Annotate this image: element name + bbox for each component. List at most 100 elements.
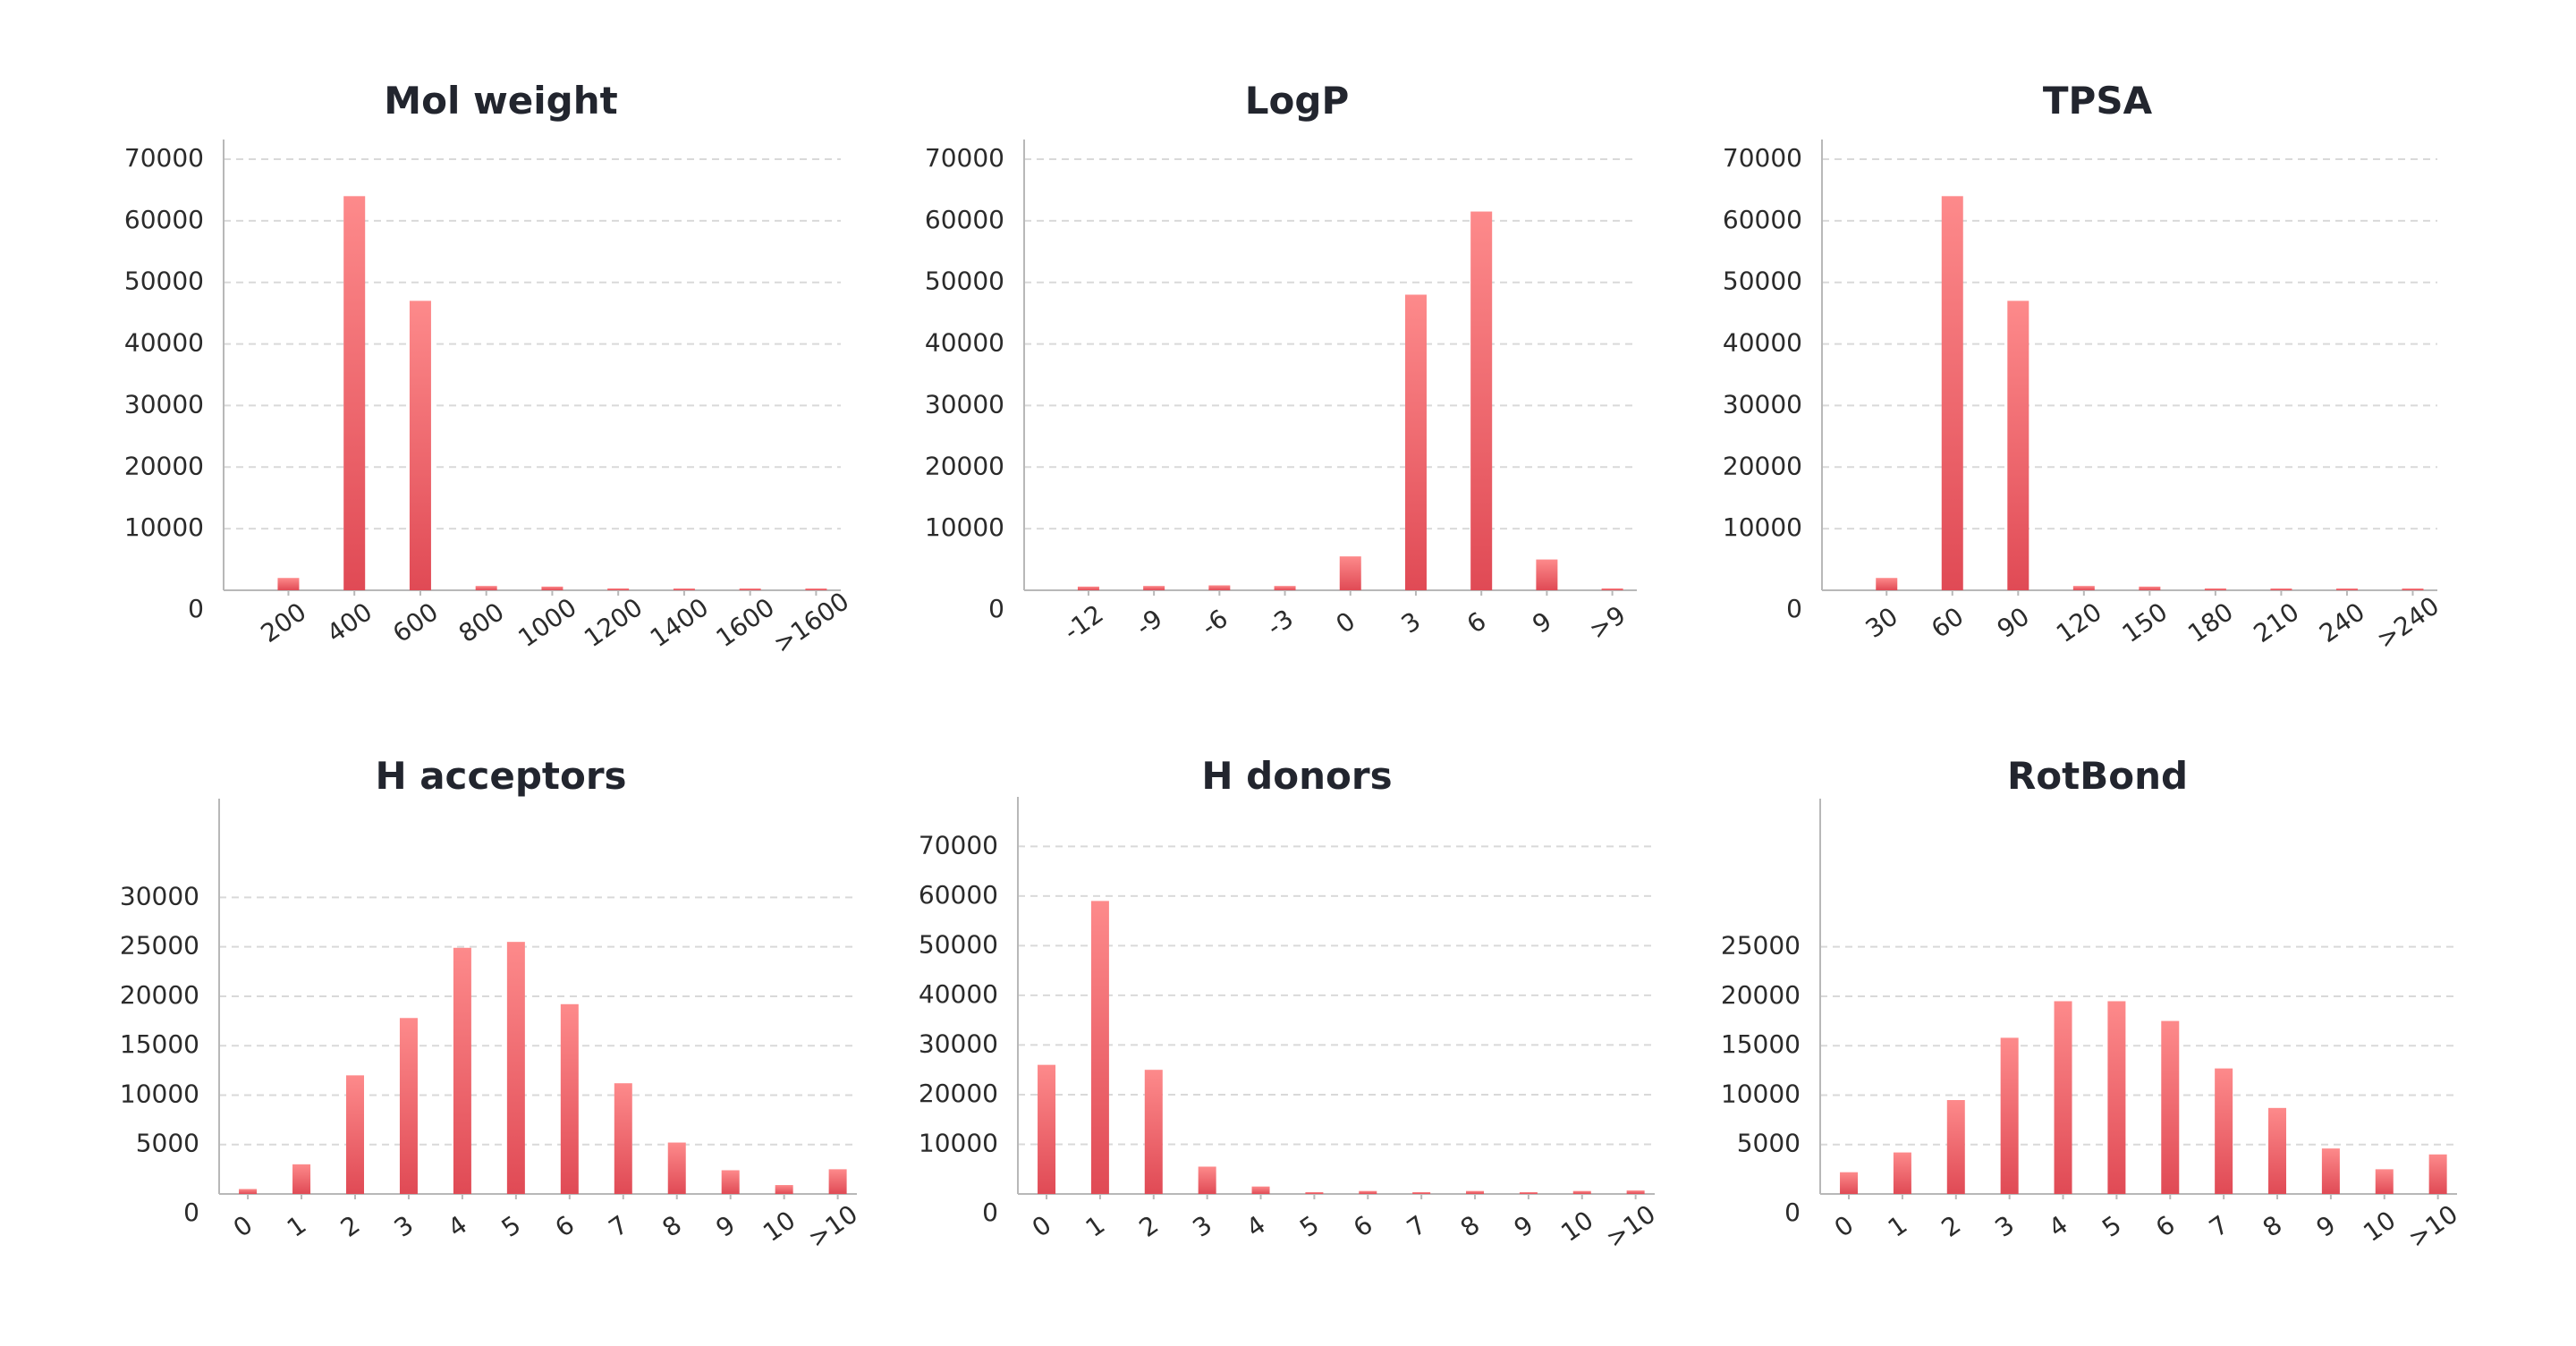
bar (292, 1164, 311, 1194)
bar (2161, 1020, 2180, 1194)
y-tick-label: 50000 (925, 267, 1004, 296)
bar (2268, 1107, 2287, 1194)
x-tick-label: 600 (387, 597, 444, 648)
bar (607, 588, 630, 590)
x-tick-label: 800 (453, 597, 510, 648)
bar (1144, 1070, 1163, 1194)
y-tick-label: 5000 (136, 1129, 199, 1158)
y-tick-label: 70000 (925, 143, 1004, 173)
x-tick-label: 1 (1080, 1210, 1111, 1243)
x-tick-label: 9 (1509, 1210, 1539, 1243)
x-tick-label: -3 (1261, 604, 1299, 642)
bar (506, 942, 525, 1194)
y-tick-label: 0 (1786, 594, 1802, 623)
x-tick-label: 8 (1455, 1210, 1486, 1243)
y-tick-label: 40000 (919, 979, 998, 1009)
chart-panel: H donors 0 10000 20000 30000 40000 50000 60000 7… (886, 702, 1708, 1346)
y-tick-label: 5000 (1737, 1129, 1801, 1158)
x-tick-label: 9 (710, 1210, 741, 1243)
x-tick-label: 4 (1241, 1210, 1271, 1243)
bar (828, 1169, 847, 1194)
x-tick-label: 2 (335, 1210, 366, 1243)
x-tick-label: 180 (2182, 597, 2239, 648)
y-tick-label: 10000 (124, 512, 204, 542)
x-tick-label: 1200 (579, 592, 648, 653)
chart-title: H acceptors (375, 754, 627, 798)
bar (1893, 1152, 1911, 1194)
y-tick-label: 40000 (1723, 328, 1802, 358)
y-tick-label: 20000 (1723, 451, 1802, 480)
x-tick-label: 3 (1187, 1210, 1217, 1243)
bar (1626, 1190, 1645, 1194)
x-tick-label: 9 (1527, 606, 1557, 639)
y-tick-label: 20000 (120, 980, 199, 1010)
x-tick-label: 0 (1829, 1210, 1860, 1243)
bar (2139, 586, 2161, 590)
y-tick-label: 70000 (1723, 143, 1802, 173)
bar (239, 1189, 258, 1194)
x-tick-label: 2 (1936, 1210, 1967, 1243)
bar (1404, 294, 1427, 590)
y-tick-label: 50000 (124, 267, 204, 296)
x-tick-label: 4 (443, 1210, 473, 1243)
bar (2375, 1169, 2394, 1194)
bar (2000, 1037, 2019, 1194)
x-tick-label: 0 (1331, 606, 1361, 639)
bar (1941, 196, 1963, 591)
bar (343, 196, 366, 591)
x-tick-label: >10 (1601, 1199, 1661, 1254)
x-tick-label: 150 (2117, 597, 2174, 648)
x-tick-label: 7 (1402, 1210, 1432, 1243)
x-tick-label: 6 (1348, 1210, 1378, 1243)
x-tick-label: 6 (550, 1210, 580, 1243)
chart-plot: 010000200003000040000500006000070000-12-… (925, 140, 1637, 647)
y-tick-label: 10000 (1721, 1079, 1801, 1108)
x-tick-label: -6 (1196, 604, 1233, 642)
bar (2072, 586, 2095, 590)
y-tick-label: 0 (1784, 1198, 1801, 1227)
bar (2335, 588, 2358, 590)
y-tick-label: 50000 (1723, 267, 1802, 296)
chart-panel: RotBond 0 5000 10000 15000 20000 25000 0 1 2 3 4 5 6 7… (1686, 702, 2509, 1346)
bar (409, 301, 431, 590)
x-tick-label: >10 (2403, 1199, 2463, 1254)
y-tick-label: 30000 (925, 389, 1004, 419)
y-tick-label: 60000 (919, 880, 998, 910)
chart-title: RotBond (2006, 754, 2189, 798)
bar (1412, 1192, 1431, 1194)
x-tick-label: 10 (2358, 1205, 2401, 1247)
x-tick-label: 1000 (513, 592, 581, 653)
bar (1038, 1064, 1056, 1194)
x-tick-label: >9 (1584, 600, 1631, 646)
y-tick-label: 40000 (925, 328, 1004, 358)
x-tick-label: 120 (2051, 597, 2107, 648)
bar (614, 1083, 632, 1194)
x-tick-label: 7 (2204, 1210, 2234, 1243)
y-tick-label: 0 (183, 1198, 199, 1227)
y-tick-label: 40000 (124, 328, 204, 358)
x-tick-label: 1600 (711, 592, 780, 653)
x-tick-label: -12 (1058, 599, 1108, 647)
bar (1601, 588, 1623, 590)
y-tick-label: 50000 (919, 929, 998, 959)
x-tick-label: 5 (496, 1210, 527, 1243)
bar (1946, 1100, 1965, 1194)
bar (541, 586, 564, 590)
bar (2321, 1148, 2340, 1194)
x-tick-label: 0 (228, 1210, 258, 1243)
chart-title: H donors (1201, 754, 1393, 798)
bar (2215, 1068, 2233, 1194)
y-tick-label: 70000 (919, 830, 998, 859)
chart-title: TPSA (2042, 79, 2153, 123)
x-tick-label: 10 (758, 1205, 801, 1247)
x-tick-label: 30 (1860, 601, 1903, 643)
chart-plot: 0 10000 20000 30000 40000 50000 60000 70000 30 60… (1723, 140, 2445, 655)
x-tick-label: 1 (1883, 1210, 1913, 1243)
x-tick-label: 2 (1134, 1210, 1165, 1243)
bar (1876, 578, 1898, 590)
y-tick-label: 0 (982, 1198, 998, 1227)
bar (1536, 559, 1558, 590)
bar (277, 578, 300, 590)
bar (1840, 1172, 1859, 1194)
